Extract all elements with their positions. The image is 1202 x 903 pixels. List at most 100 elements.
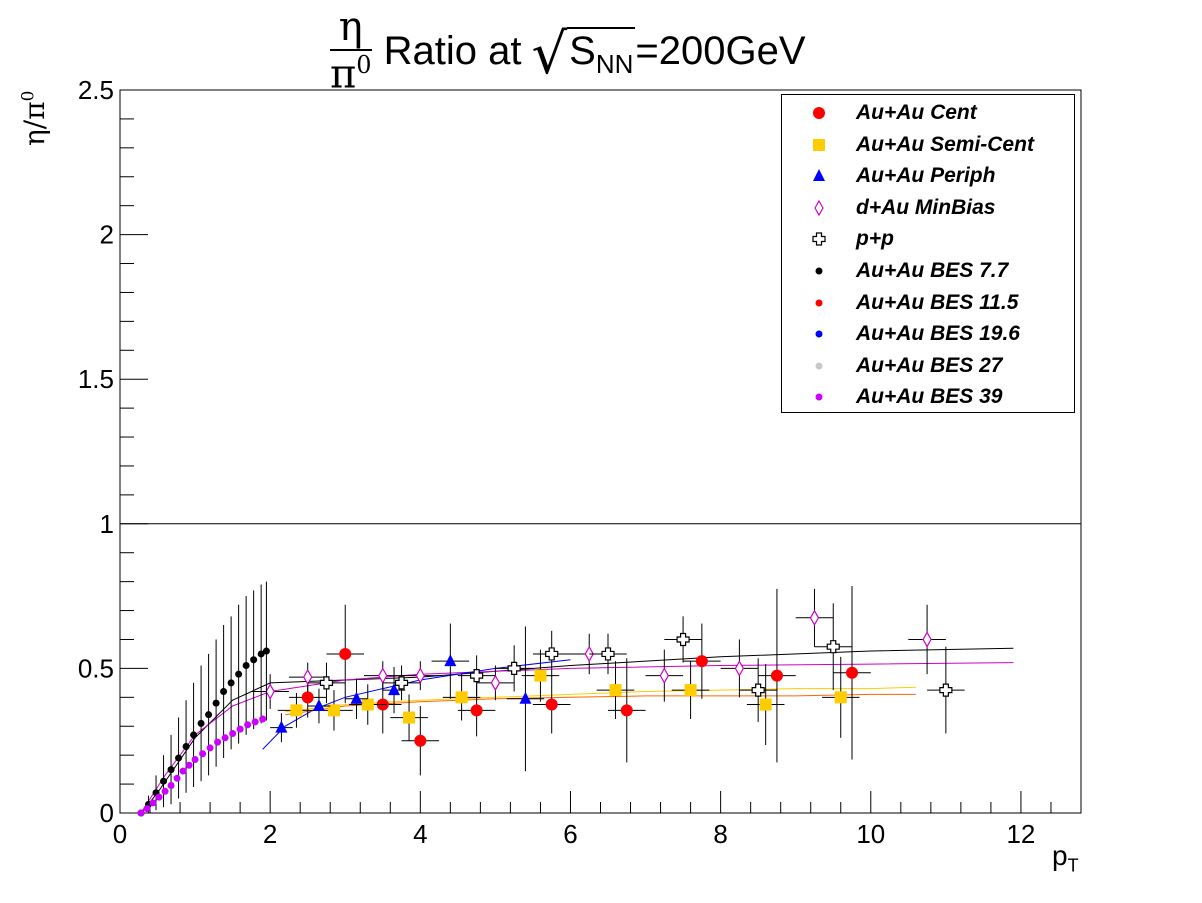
marker-au-au-cent [414, 734, 427, 747]
legend-marker [815, 267, 823, 275]
marker-au-au-bes-7-7 [250, 656, 258, 664]
marker-au-au-cent [301, 691, 314, 704]
title-text: Ratio at [383, 28, 522, 73]
marker-au-au-semi-cent [290, 704, 303, 717]
fit-curve [140, 647, 1014, 814]
marker-p-p [751, 683, 765, 697]
marker-au-au-cent [846, 666, 859, 679]
x-tick-label: 2 [263, 819, 277, 849]
marker-au-au-periph [350, 691, 363, 704]
marker-au-au-bes-7-7 [205, 711, 213, 719]
marker-d-au-minbias [659, 667, 670, 684]
marker-au-au-bes-39 [259, 715, 267, 723]
marker-au-au-bes-7-7 [160, 777, 168, 785]
title-numerator: η [338, 4, 363, 51]
marker-au-au-bes-39 [155, 793, 163, 801]
marker-au-au-periph [519, 691, 532, 704]
marker-au-au-bes-7-7 [220, 688, 228, 696]
legend-item: Au+Au BES 27 [782, 350, 1074, 382]
title-sqrt: √ SNN [531, 23, 636, 83]
title-energy: =200GeV [635, 28, 806, 73]
marker-au-au-bes-39 [244, 721, 252, 729]
y-axis-label: η/π0 [18, 90, 51, 146]
legend-marker [815, 393, 823, 401]
marker-au-au-periph [275, 720, 288, 733]
x-tick-label: 6 [563, 819, 577, 849]
marker-au-au-bes-39 [185, 761, 193, 769]
title-fraction: η π0 [330, 4, 372, 98]
marker-p-p [319, 676, 334, 690]
legend-marker [813, 169, 825, 182]
x-tick-label: 8 [713, 819, 727, 849]
legend-symbol [782, 160, 856, 192]
marker-d-au-minbias [265, 683, 275, 700]
legend-symbol [782, 287, 856, 319]
legend-label: p+p [856, 227, 894, 251]
marker-au-au-bes-7-7 [242, 662, 250, 670]
legend-symbol [782, 129, 856, 161]
marker-au-au-bes-7-7 [190, 731, 198, 739]
marker-p-p [394, 676, 409, 690]
marker-d-au-minbias [809, 609, 820, 626]
marker-au-au-bes-39 [173, 774, 181, 782]
legend-label: Au+Au BES 39 [856, 385, 1003, 409]
marker-au-au-semi-cent [834, 691, 847, 704]
legend-symbol [782, 192, 856, 224]
marker-au-au-bes-39 [167, 782, 175, 790]
legend-item: Au+Au BES 39 [782, 381, 1074, 413]
legend-marker [814, 199, 824, 217]
marker-au-au-bes-7-7 [175, 754, 183, 762]
legend-item: Au+Au Cent [782, 97, 1074, 129]
title-radicand: SNN [567, 27, 636, 80]
marker-au-au-bes-7-7 [167, 766, 175, 774]
legend-label: d+Au MinBias [856, 195, 996, 219]
x-tick-label: 12 [1006, 819, 1035, 849]
marker-au-au-periph [312, 698, 325, 711]
marker-au-au-semi-cent [403, 711, 416, 724]
legend-label: Au+Au Periph [856, 164, 996, 188]
marker-au-au-bes-39 [236, 725, 244, 733]
marker-au-au-bes-7-7 [227, 679, 235, 687]
marker-au-au-semi-cent [455, 691, 468, 704]
marker-d-au-minbias [922, 631, 932, 648]
marker-au-au-bes-39 [229, 729, 237, 737]
marker-au-au-cent [339, 647, 352, 660]
legend-item: p+p [782, 223, 1074, 255]
legend-label: Au+Au Cent [856, 101, 977, 124]
legend-label: Au+Au BES 27 [856, 353, 1003, 377]
marker-d-au-minbias [303, 668, 313, 686]
marker-au-au-cent [770, 669, 783, 682]
legend-marker [815, 299, 823, 307]
y-tick-label: 1.5 [78, 364, 114, 394]
marker-au-au-bes-39 [149, 799, 157, 807]
y-tick-label: 1 [100, 509, 114, 539]
marker-au-au-semi-cent [609, 684, 622, 697]
legend-label: Au+Au BES 7.7 [856, 259, 1009, 282]
legend-marker [813, 138, 825, 151]
marker-d-au-minbias [734, 660, 745, 677]
marker-au-au-periph [388, 683, 401, 696]
legend-symbol [782, 97, 856, 129]
marker-au-au-bes-7-7 [212, 699, 220, 707]
legend-item: Au+Au BES 7.7 [782, 255, 1074, 287]
marker-p-p [676, 632, 690, 647]
title-denominator: π0 [330, 51, 372, 98]
legend-symbol [782, 318, 856, 350]
fit-curve [262, 659, 571, 750]
legend-symbol [782, 381, 856, 413]
marker-au-au-bes-39 [161, 787, 169, 795]
marker-au-au-bes-39 [214, 738, 222, 746]
marker-au-au-bes-39 [137, 809, 145, 817]
marker-au-au-cent [695, 655, 708, 668]
marker-au-au-semi-cent [361, 698, 374, 711]
marker-au-au-semi-cent [534, 669, 547, 682]
marker-au-au-bes-39 [179, 767, 187, 775]
legend-label: Au+Au Semi-Cent [856, 132, 1034, 156]
marker-au-au-bes-7-7 [257, 650, 265, 658]
marker-au-au-semi-cent [759, 698, 772, 711]
marker-p-p [470, 669, 484, 683]
marker-p-p [507, 661, 521, 676]
marker-au-au-bes-7-7 [235, 670, 243, 678]
x-tick-label: 10 [856, 819, 885, 849]
legend-marker [813, 107, 825, 119]
